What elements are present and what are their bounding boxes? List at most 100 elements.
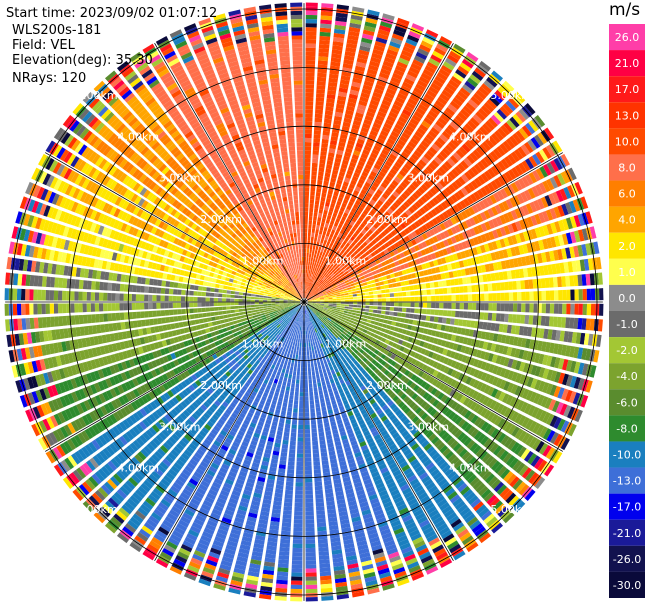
velocity-gate <box>342 386 349 392</box>
velocity-gate <box>360 92 370 99</box>
velocity-gate <box>330 136 338 142</box>
velocity-gate <box>286 382 291 387</box>
velocity-gate <box>332 557 344 563</box>
velocity-gate <box>389 307 395 311</box>
velocity-gate <box>396 476 406 485</box>
velocity-gate <box>557 205 565 217</box>
velocity-gate <box>457 418 466 428</box>
velocity-gate <box>523 189 532 201</box>
velocity-gate <box>204 496 215 504</box>
velocity-gate <box>597 319 603 332</box>
velocity-gate <box>311 170 317 176</box>
velocity-gate <box>487 353 494 362</box>
velocity-gate <box>487 386 495 396</box>
velocity-gate <box>457 111 468 122</box>
velocity-gate <box>380 68 391 76</box>
velocity-gate <box>393 29 406 38</box>
velocity-gate <box>554 357 561 369</box>
velocity-gate <box>325 268 330 274</box>
velocity-gate <box>367 344 373 350</box>
velocity-gate <box>316 303 321 306</box>
velocity-gate <box>345 371 351 377</box>
velocity-gate <box>324 321 329 326</box>
velocity-gate <box>336 298 341 301</box>
velocity-gate <box>314 485 323 491</box>
velocity-gate <box>495 228 503 238</box>
velocity-gate <box>453 214 461 223</box>
velocity-gate <box>346 492 355 499</box>
velocity-gate <box>231 463 240 471</box>
velocity-gate <box>305 556 316 561</box>
velocity-gate <box>305 527 315 532</box>
velocity-gate <box>272 369 278 375</box>
velocity-gate <box>353 116 363 123</box>
velocity-gate <box>411 272 417 279</box>
velocity-gate <box>336 296 341 299</box>
velocity-gate <box>302 314 304 319</box>
velocity-gate <box>325 401 331 407</box>
velocity-gate <box>555 402 564 414</box>
velocity-gate <box>414 228 421 236</box>
velocity-gate <box>527 139 538 151</box>
velocity-gate <box>396 119 406 128</box>
velocity-gate <box>339 291 345 295</box>
velocity-gate <box>494 89 506 101</box>
velocity-gate <box>344 306 349 309</box>
velocity-gate <box>413 220 421 228</box>
velocity-gate <box>358 216 364 223</box>
velocity-gate <box>293 531 303 536</box>
velocity-gate <box>223 482 233 490</box>
velocity-gate <box>421 315 427 321</box>
velocity-gate <box>305 129 312 134</box>
velocity-gate <box>362 513 373 520</box>
velocity-gate <box>263 369 269 375</box>
velocity-gate <box>320 260 325 266</box>
velocity-gate <box>276 476 285 482</box>
velocity-gate <box>389 288 394 293</box>
velocity-gate <box>337 175 344 181</box>
velocity-gate <box>295 325 298 330</box>
velocity-gate <box>320 298 325 301</box>
velocity-gate <box>362 351 368 357</box>
velocity-gate <box>384 397 392 404</box>
velocity-gate <box>390 559 403 567</box>
velocity-gate <box>439 92 450 103</box>
velocity-gate <box>257 522 268 529</box>
velocity-gate <box>339 271 344 276</box>
velocity-gate <box>337 506 348 513</box>
velocity-gate <box>343 59 354 65</box>
velocity-gate <box>469 519 481 530</box>
velocity-gate <box>308 216 313 221</box>
velocity-gate <box>282 355 286 361</box>
velocity-gate <box>355 112 364 119</box>
velocity-gate <box>480 488 492 500</box>
velocity-gate <box>548 277 554 288</box>
velocity-gate <box>460 407 469 417</box>
velocity-gate <box>373 255 379 261</box>
velocity-gate <box>337 257 343 263</box>
velocity-gate <box>320 23 332 29</box>
velocity-gate <box>289 370 293 375</box>
velocity-gate <box>521 303 526 313</box>
velocity-gate <box>337 315 343 319</box>
velocity-gate <box>307 303 312 306</box>
velocity-gate <box>502 103 514 115</box>
velocity-gate <box>447 196 455 206</box>
velocity-gate <box>230 528 242 536</box>
velocity-gate <box>324 488 333 494</box>
velocity-gate <box>514 164 524 176</box>
velocity-gate <box>375 437 384 445</box>
velocity-gate <box>403 433 412 441</box>
velocity-gate <box>309 211 313 217</box>
velocity-gate <box>200 503 211 512</box>
velocity-gate <box>585 243 592 256</box>
velocity-gate <box>326 500 335 506</box>
velocity-gate <box>480 372 488 381</box>
velocity-gate <box>346 454 354 461</box>
velocity-gate <box>313 262 317 267</box>
velocity-gate <box>314 204 319 209</box>
velocity-gate <box>432 274 438 281</box>
velocity-gate <box>334 230 339 237</box>
velocity-gate <box>318 315 323 320</box>
velocity-gate <box>305 18 318 24</box>
